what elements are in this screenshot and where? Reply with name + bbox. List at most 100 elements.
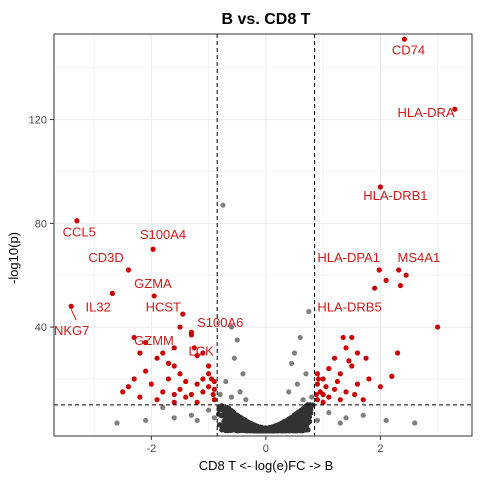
gene-point-significant (200, 350, 206, 356)
gene-point-background (287, 418, 293, 424)
gene-point-background (224, 404, 230, 410)
gene-point-nonsignificant (383, 417, 389, 424)
label-connectors (70, 309, 77, 321)
gene-point-hla-dpa1 (376, 267, 382, 273)
gene-point-significant (334, 378, 341, 385)
gene-label-hcst: HCST (146, 300, 181, 315)
gene-point-nonsignificant (217, 391, 223, 398)
gene-point-significant (183, 378, 189, 385)
gene-point-nonsignificant (243, 397, 249, 403)
gene-point-significant (394, 350, 401, 356)
gene-point-lck (191, 345, 197, 351)
gene-point-significant (211, 397, 217, 403)
gene-point-significant (337, 371, 343, 377)
gene-label-s100a4: S100A4 (140, 227, 186, 242)
gene-point-background (219, 427, 225, 433)
gene-point-background (220, 422, 226, 428)
chart-title: B vs. CD8 T (222, 11, 311, 28)
gene-point-significant (200, 389, 206, 395)
gene-label-hla-dpa1: HLA-DPA1 (317, 250, 380, 265)
gene-point-significant (337, 397, 343, 403)
gene-point-significant (320, 399, 326, 405)
gene-point-background (307, 418, 313, 425)
gene-point-nonsignificant (234, 337, 240, 343)
gene-point-significant (137, 394, 143, 400)
gene-label-hla-drb1: HLA-DRB1 (363, 188, 427, 203)
gene-point-nonsignificant (306, 308, 312, 315)
gene-point-nonsignificant (160, 404, 166, 411)
gene-point-nonsignificant (231, 355, 237, 361)
gene-point-significant (171, 345, 177, 351)
gene-label-hla-dra: HLA-DRA (398, 105, 455, 120)
gene-point-nonsignificant (228, 324, 235, 330)
y-axis-label: -log10(p) (6, 232, 21, 284)
gene-point-nonsignificant (286, 389, 292, 395)
gene-point-significant (349, 363, 355, 369)
gene-point-gzma (151, 293, 157, 299)
gridlines (54, 34, 472, 436)
gene-point-background (296, 413, 302, 419)
gene-point-significant (326, 365, 332, 372)
gene-point-significant (160, 350, 166, 356)
gene-point-nonsignificant (300, 397, 306, 403)
gene-point-significant (331, 355, 338, 361)
y-tick-label: 120 (29, 115, 47, 127)
gene-point-il32 (109, 290, 116, 296)
x-tick-label: 2 (377, 443, 383, 455)
x-axis-label: CD8 T <- log(e)FC -> B (199, 458, 334, 473)
gene-point-nonsignificant (220, 202, 226, 208)
gene-label-s100a6: S100A6 (197, 315, 243, 330)
gene-point-background (276, 425, 282, 432)
gene-point-nonsignificant (360, 412, 366, 418)
gene-point-significant (194, 353, 200, 359)
gene-point-significant (211, 386, 217, 392)
gene-point-background (305, 427, 311, 433)
gene-point-significant (120, 389, 126, 395)
gene-point-s100a4 (150, 246, 156, 252)
gene-point-significant (125, 384, 132, 390)
gene-point-significant (435, 324, 441, 330)
gene-point-significant (363, 355, 369, 361)
gene-point-nonsignificant (412, 420, 418, 426)
gene-label-cd74: CD74 (392, 43, 425, 58)
gene-point-significant (206, 384, 212, 390)
gene-label-gzmm: GZMM (134, 333, 174, 348)
gene-point-s100a6 (188, 329, 195, 335)
x-tick-label: 0 (263, 443, 269, 455)
gene-point-significant (360, 397, 366, 403)
gene-point-nonsignificant (289, 360, 295, 366)
y-tick-label: 40 (35, 322, 47, 334)
gene-point-nonsignificant (228, 394, 235, 400)
gene-point-significant (188, 391, 195, 398)
gene-label-ms4a1: MS4A1 (398, 250, 441, 265)
x-tick-label: -2 (146, 443, 156, 455)
gene-point-background (242, 425, 248, 431)
gene-point-significant (320, 391, 326, 398)
gene-point-nonsignificant (211, 415, 217, 421)
gene-point-significant (323, 384, 329, 390)
gene-point-significant (343, 345, 349, 351)
gene-point-significant (131, 376, 137, 382)
axes: -2 0 2 40 80 120 (29, 115, 384, 455)
gene-point-nkg7 (68, 303, 74, 309)
gene-point-significant (320, 376, 326, 382)
gene-label-cd3d: CD3D (88, 250, 123, 265)
gene-label-ccl5: CCL5 (63, 224, 96, 239)
gene-label-lck: LCK (189, 344, 215, 359)
gene-point-significant (171, 399, 177, 405)
gene-point-significant (397, 282, 404, 289)
gene-labels: CD74 HLA-DRA HLA-DRB1 CCL5 S100A4 CD3D HLA-DPA… (54, 43, 455, 359)
gene-point-significant (165, 376, 172, 382)
gene-point-significant (143, 368, 149, 374)
gene-point-significant (343, 389, 349, 395)
gene-point-nonsignificant (294, 381, 300, 387)
gene-point-significant (346, 358, 352, 364)
gene-point-significant (194, 399, 200, 405)
gene-point-background (233, 427, 239, 434)
gene-point-significant (211, 378, 217, 385)
gene-point-cd74 (401, 36, 408, 42)
gene-point-hla-drb5 (372, 285, 378, 291)
gene-point-significant (314, 397, 320, 403)
gene-point-background (292, 417, 298, 423)
gene-point-background (216, 407, 222, 413)
